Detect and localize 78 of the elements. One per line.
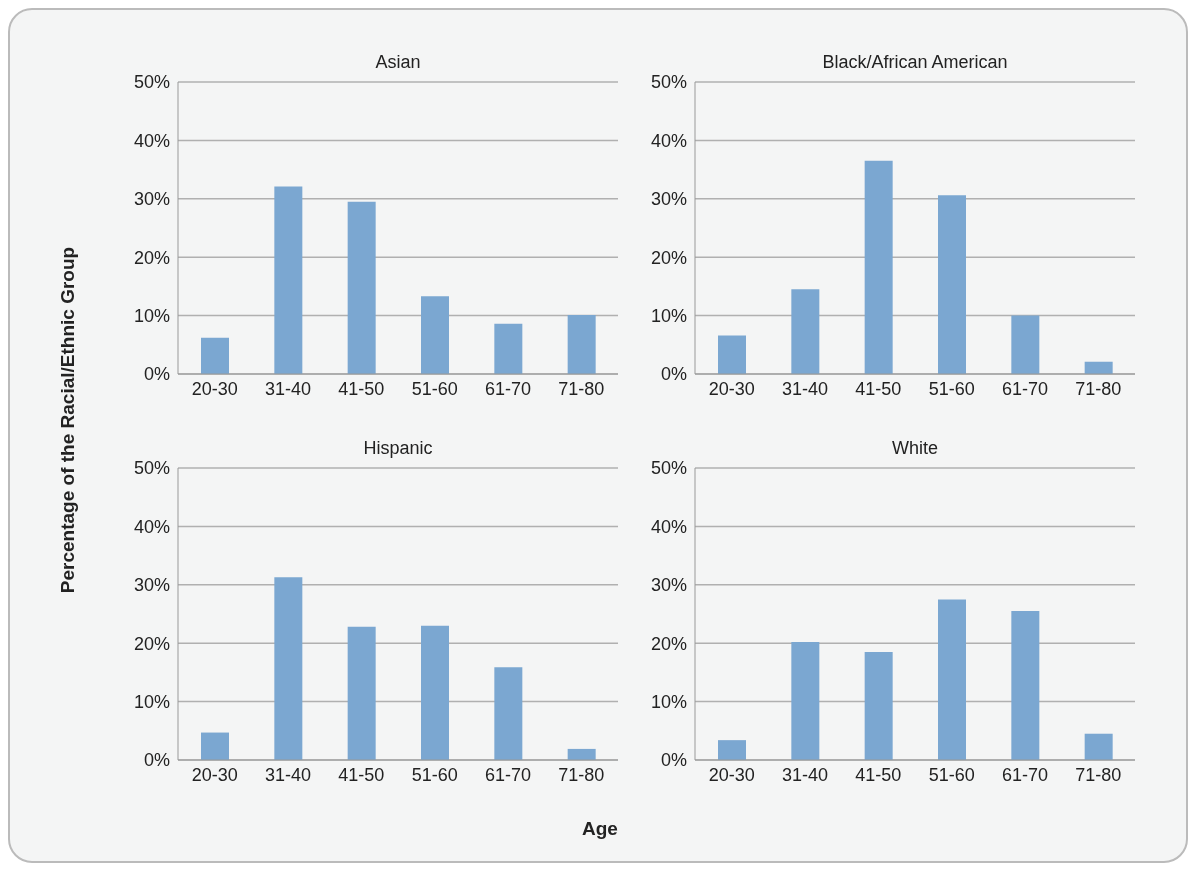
x-tick-label: 61-70 [1001, 764, 1049, 785]
y-tick-label: 0% [143, 364, 170, 385]
y-tick-label: 0% [660, 750, 687, 771]
chart-title: Black/African American [821, 52, 1009, 73]
y-tick-label: 20% [650, 247, 687, 268]
y-tick-label: 50% [133, 72, 170, 93]
bar [274, 186, 303, 374]
x-tick-label: 41-50 [338, 764, 385, 785]
bar [1011, 611, 1040, 760]
y-tick-label: 10% [650, 691, 687, 712]
y-tick-label: 30% [133, 189, 170, 210]
x-tick-label: 61-70 [484, 764, 532, 785]
y-tick-label: 10% [133, 305, 170, 326]
y-tick-label: 10% [650, 305, 687, 326]
bar [347, 201, 376, 374]
y-tick-label: 0% [660, 364, 687, 385]
bar [494, 323, 523, 374]
x-tick-label: 51-60 [411, 764, 458, 785]
x-tick-label: 41-50 [338, 378, 385, 399]
bar [791, 642, 820, 760]
bar [1011, 315, 1040, 374]
x-tick-label: 51-60 [411, 378, 458, 399]
x-tick-label: 31-40 [781, 764, 829, 785]
bar [718, 335, 746, 374]
bar [201, 732, 229, 760]
x-tick-label: 41-50 [855, 764, 902, 785]
y-tick-label: 20% [133, 247, 170, 268]
bar [421, 625, 449, 760]
y-tick-label: 10% [133, 691, 170, 712]
x-tick-label: 20-30 [708, 764, 755, 785]
x-tick-label: 20-30 [191, 378, 238, 399]
bar [718, 740, 746, 760]
y-tick-label: 50% [650, 72, 687, 93]
x-tick-label: 61-70 [484, 378, 532, 399]
y-tick-label: 40% [650, 130, 687, 151]
y-tick-label: 50% [133, 458, 170, 479]
bar [864, 651, 893, 760]
x-tick-label: 71-80 [558, 764, 605, 785]
bar [567, 315, 596, 374]
x-tick-label: 41-50 [855, 378, 902, 399]
y-tick-label: 40% [133, 130, 170, 151]
x-tick-label: 20-30 [191, 764, 238, 785]
bar [938, 599, 966, 760]
x-tick-label: 61-70 [1001, 378, 1049, 399]
x-tick-label: 51-60 [928, 378, 975, 399]
x-tick-label: 20-30 [708, 378, 755, 399]
y-tick-label: 30% [133, 575, 170, 596]
bar [347, 626, 376, 760]
bar [791, 289, 820, 374]
y-tick-label: 0% [143, 750, 170, 771]
bar [201, 337, 229, 374]
bar [864, 160, 893, 374]
chart-title: White [891, 438, 939, 459]
y-axis-title: Percentage of the Racial/Ethnic Group [57, 246, 79, 594]
bar [1084, 733, 1113, 760]
x-tick-label: 71-80 [1075, 378, 1122, 399]
x-tick-label: 31-40 [781, 378, 829, 399]
bar [274, 577, 303, 760]
y-tick-label: 40% [650, 516, 687, 537]
y-tick-label: 50% [650, 458, 687, 479]
bar [1084, 361, 1113, 374]
bar [494, 667, 523, 760]
x-tick-label: 71-80 [558, 378, 605, 399]
y-tick-label: 40% [133, 516, 170, 537]
bar [567, 748, 596, 760]
x-tick-label: 31-40 [264, 378, 312, 399]
y-tick-label: 20% [133, 633, 170, 654]
y-tick-label: 30% [650, 575, 687, 596]
x-tick-label: 51-60 [928, 764, 975, 785]
x-axis-title: Age [581, 818, 619, 840]
y-tick-label: 30% [650, 189, 687, 210]
x-tick-label: 71-80 [1075, 764, 1122, 785]
chart-title: Asian [374, 52, 422, 73]
y-tick-label: 20% [650, 633, 687, 654]
chart-title: Hispanic [362, 438, 434, 459]
bar [421, 296, 449, 374]
bar [938, 195, 966, 374]
x-tick-label: 31-40 [264, 764, 312, 785]
